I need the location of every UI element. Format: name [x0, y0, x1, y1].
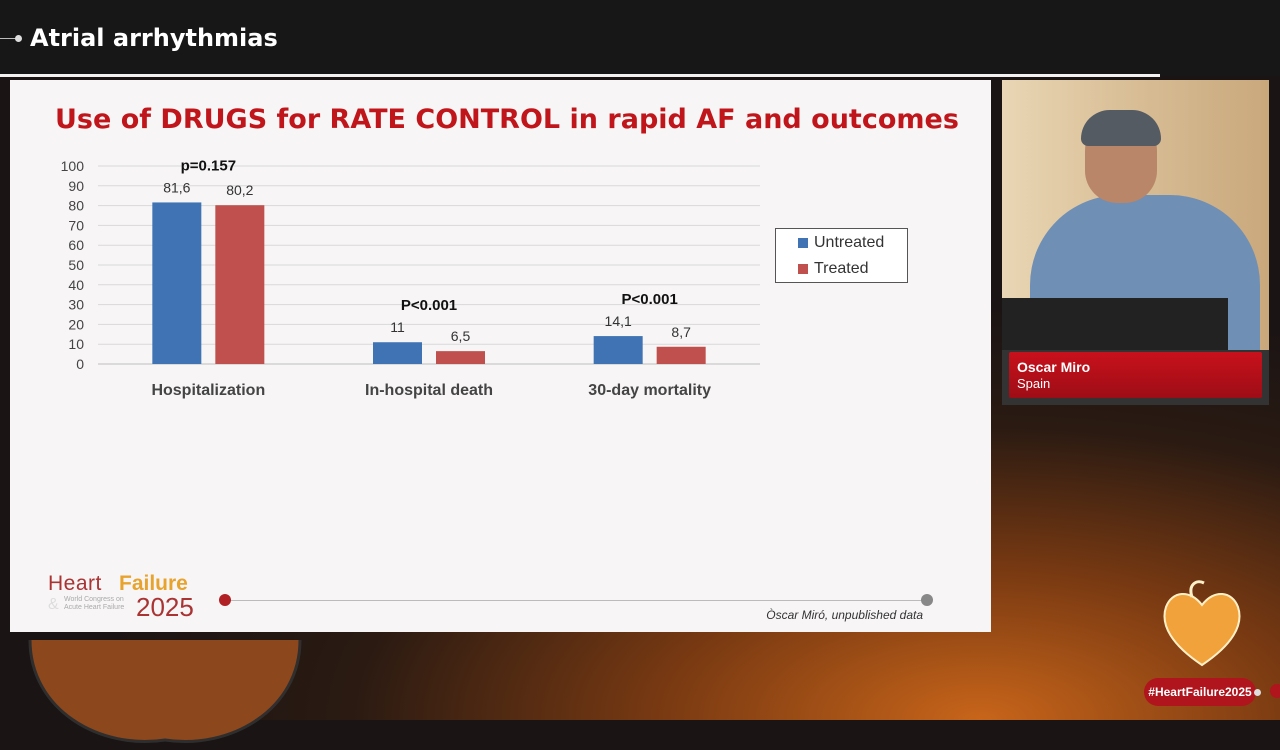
- title-connector-line: [0, 38, 18, 39]
- p-value-label: P<0.001: [401, 297, 457, 314]
- bar-untreated-0: [152, 202, 202, 364]
- session-title: Atrial arrhythmias: [30, 24, 278, 52]
- bar-treated-1: [436, 351, 485, 364]
- logo-word-failure: Failure: [119, 572, 188, 595]
- y-tick-label: 10: [68, 336, 84, 352]
- y-tick-label: 100: [61, 158, 85, 174]
- top-bar-edge: [0, 74, 1160, 77]
- legend-swatch-untreated: [798, 238, 808, 248]
- slide-title: Use of DRUGS for RATE CONTROL in rapid A…: [55, 104, 959, 135]
- speaker-hair: [1081, 110, 1161, 146]
- slide-source-note: Òscar Miró, unpublished data: [766, 608, 923, 622]
- presentation-slide: Use of DRUGS for RATE CONTROL in rapid A…: [10, 80, 991, 632]
- heart-failure-logo: Heart Failure & World Congress on Acute …: [48, 572, 228, 622]
- chart-legend: Untreated Treated: [775, 228, 908, 283]
- x-category-label: Hospitalization: [151, 382, 265, 399]
- data-label: 8,7: [671, 324, 691, 340]
- logo-year: 2025: [136, 592, 194, 622]
- footer-dot-left: [219, 594, 231, 606]
- speaker-nameplate: Oscar Miro Spain: [1009, 352, 1262, 398]
- y-tick-label: 40: [68, 277, 84, 293]
- speaker-name: Oscar Miro: [1017, 359, 1091, 375]
- legend-item-treated: Treated: [798, 260, 869, 278]
- data-label: 80,2: [226, 182, 253, 198]
- hashtag-badge: #HeartFailure2025: [1144, 678, 1256, 706]
- y-tick-label: 0: [76, 356, 84, 372]
- bar-untreated-1: [373, 342, 422, 364]
- laptop-screen: [1002, 298, 1228, 358]
- data-label: 81,6: [163, 179, 190, 195]
- speaker-country: Spain: [1017, 376, 1051, 391]
- heart-outline-decoration-icon: [28, 639, 302, 743]
- legend-label-untreated: Untreated: [814, 234, 885, 251]
- y-tick-label: 30: [68, 297, 84, 313]
- title-bullet-dot: [15, 35, 22, 42]
- hashtag-dot-red: [1270, 684, 1280, 698]
- top-bar: Atrial arrhythmias: [0, 0, 1280, 77]
- data-label: 11: [390, 319, 405, 335]
- x-category-label: 30-day mortality: [588, 382, 711, 399]
- bar-treated-2: [656, 346, 706, 364]
- data-label: 14,1: [605, 313, 632, 329]
- y-tick-label: 90: [68, 178, 84, 194]
- logo-ampersand: &: [48, 596, 59, 613]
- y-tick-label: 50: [68, 257, 84, 273]
- logo-subtitle-line1: World Congress on: [64, 596, 124, 603]
- y-tick-label: 80: [68, 198, 84, 214]
- data-label: 6,5: [451, 328, 471, 344]
- y-tick-label: 20: [68, 316, 84, 332]
- bar-treated-0: [215, 205, 265, 364]
- bar-chart: 0 10 20 30 40 50 60 70 80 90 100 81,6 80,2 p=0.157 Hos…: [61, 157, 760, 399]
- hashtag-dot: [1254, 689, 1261, 696]
- legend-label-treated: Treated: [814, 260, 869, 277]
- x-category-label: In-hospital death: [365, 382, 493, 399]
- y-tick-label: 60: [68, 237, 84, 253]
- logo-word-heart: Heart: [48, 572, 102, 595]
- footer-dot-right: [921, 594, 933, 606]
- heart-graphic-icon: [1163, 580, 1241, 667]
- p-value-label: P<0.001: [622, 291, 678, 308]
- legend-swatch-treated: [798, 264, 808, 274]
- footer-divider: [230, 600, 927, 601]
- logo-subtitle: World Congress on Acute Heart Failure: [64, 596, 134, 612]
- logo-subtitle-line2: Acute Heart Failure: [64, 604, 125, 611]
- p-value-label: p=0.157: [181, 157, 236, 174]
- bar-untreated-2: [593, 336, 643, 364]
- y-tick-label: 70: [68, 217, 84, 233]
- legend-item-untreated: Untreated: [798, 234, 884, 252]
